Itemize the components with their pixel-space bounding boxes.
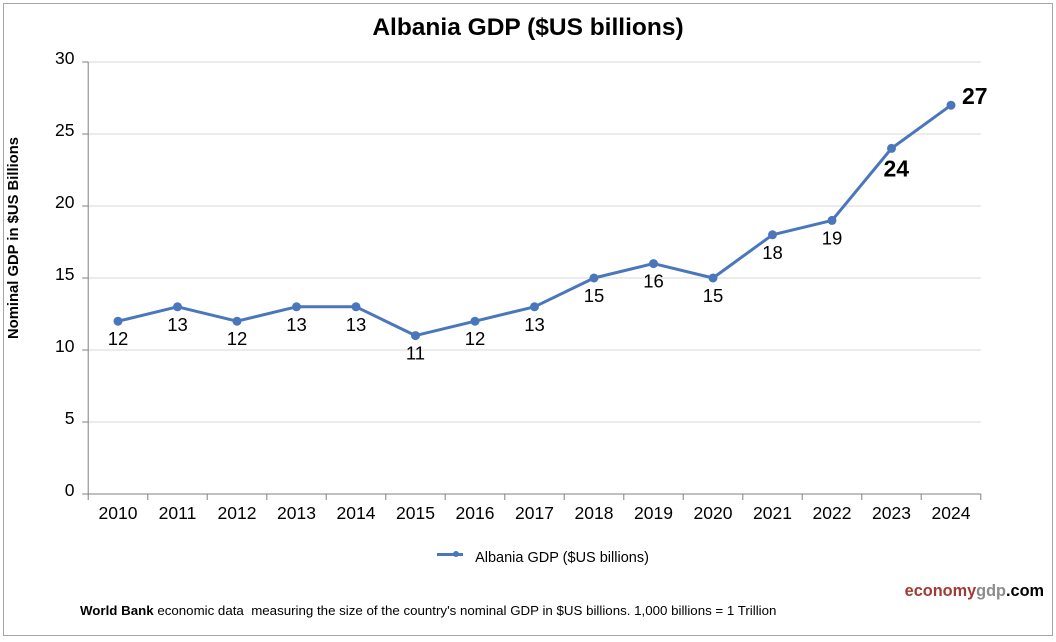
svg-text:11: 11 — [406, 343, 425, 364]
svg-text:13: 13 — [524, 314, 545, 335]
svg-text:2021: 2021 — [753, 503, 792, 523]
svg-text:2020: 2020 — [694, 503, 733, 523]
svg-text:16: 16 — [643, 271, 664, 292]
svg-text:2018: 2018 — [575, 503, 614, 523]
svg-text:2016: 2016 — [456, 503, 495, 523]
svg-text:2023: 2023 — [872, 503, 911, 523]
svg-text:2019: 2019 — [634, 503, 673, 523]
svg-text:19: 19 — [822, 227, 843, 248]
svg-text:2010: 2010 — [99, 503, 138, 523]
svg-text:13: 13 — [286, 314, 307, 335]
svg-text:2013: 2013 — [277, 503, 316, 523]
svg-text:12: 12 — [227, 328, 248, 349]
svg-text:13: 13 — [346, 314, 367, 335]
svg-text:2024: 2024 — [932, 503, 971, 523]
svg-text:24: 24 — [884, 155, 910, 181]
svg-text:27: 27 — [962, 83, 988, 109]
svg-text:12: 12 — [108, 328, 129, 349]
svg-text:0: 0 — [65, 480, 75, 500]
svg-text:15: 15 — [55, 264, 74, 284]
svg-text:30: 30 — [55, 48, 75, 68]
svg-text:2015: 2015 — [396, 503, 435, 523]
svg-text:2017: 2017 — [515, 503, 554, 523]
svg-text:15: 15 — [584, 285, 605, 306]
svg-text:12: 12 — [465, 328, 486, 349]
svg-text:25: 25 — [55, 120, 74, 140]
svg-text:20: 20 — [55, 192, 75, 212]
svg-text:2022: 2022 — [813, 503, 852, 523]
svg-text:15: 15 — [703, 285, 724, 306]
svg-text:18: 18 — [762, 242, 783, 263]
svg-text:13: 13 — [167, 314, 188, 335]
svg-text:10: 10 — [55, 336, 75, 356]
svg-text:5: 5 — [65, 408, 75, 428]
svg-text:2014: 2014 — [337, 503, 376, 523]
svg-text:2012: 2012 — [218, 503, 257, 523]
svg-text:2011: 2011 — [159, 503, 197, 523]
